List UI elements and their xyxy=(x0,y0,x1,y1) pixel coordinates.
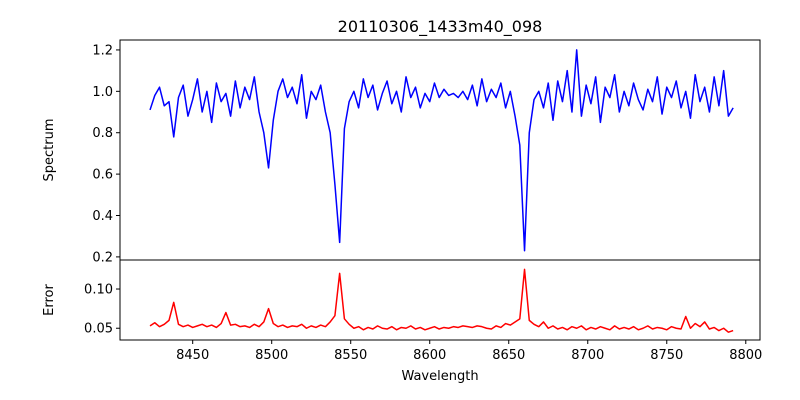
x-tick-label: 8800 xyxy=(729,348,762,363)
error-y-tick-label: 0.10 xyxy=(84,283,113,298)
spectrum-y-tick-label: 0.6 xyxy=(92,168,113,183)
error-y-label: Error xyxy=(42,284,57,316)
spectrum-y-tick-label: 1.0 xyxy=(92,85,113,100)
spectrum-y-label: Spectrum xyxy=(42,119,57,182)
spectrum-y-tick-label: 0.8 xyxy=(92,126,113,141)
chart-title: 20110306_1433m40_098 xyxy=(338,17,543,37)
x-tick-label: 8650 xyxy=(492,348,525,363)
error-y-tick-label: 0.05 xyxy=(84,322,113,337)
error-series-line xyxy=(149,268,734,333)
error-panel: 0.05 0.10 8450 8500 8550 8600 8650 8700 8750 8800 xyxy=(84,259,762,363)
x-tick-label: 8750 xyxy=(650,348,683,363)
spectrum-y-tick-label: 0.4 xyxy=(92,209,113,224)
spectrum-y-tick-label: 0.2 xyxy=(92,250,113,265)
spectrum-y-tick-label: 1.2 xyxy=(92,43,113,58)
error-axes-frame xyxy=(119,259,761,341)
spectrum-series-line xyxy=(149,49,734,252)
x-tick-label: 8700 xyxy=(571,348,604,363)
x-axis-label: Wavelength xyxy=(401,369,478,384)
x-tick-label: 8600 xyxy=(413,348,446,363)
x-tick-label: 8550 xyxy=(334,348,367,363)
x-tick-label: 8500 xyxy=(255,348,288,363)
x-tick-label: 8450 xyxy=(176,348,209,363)
